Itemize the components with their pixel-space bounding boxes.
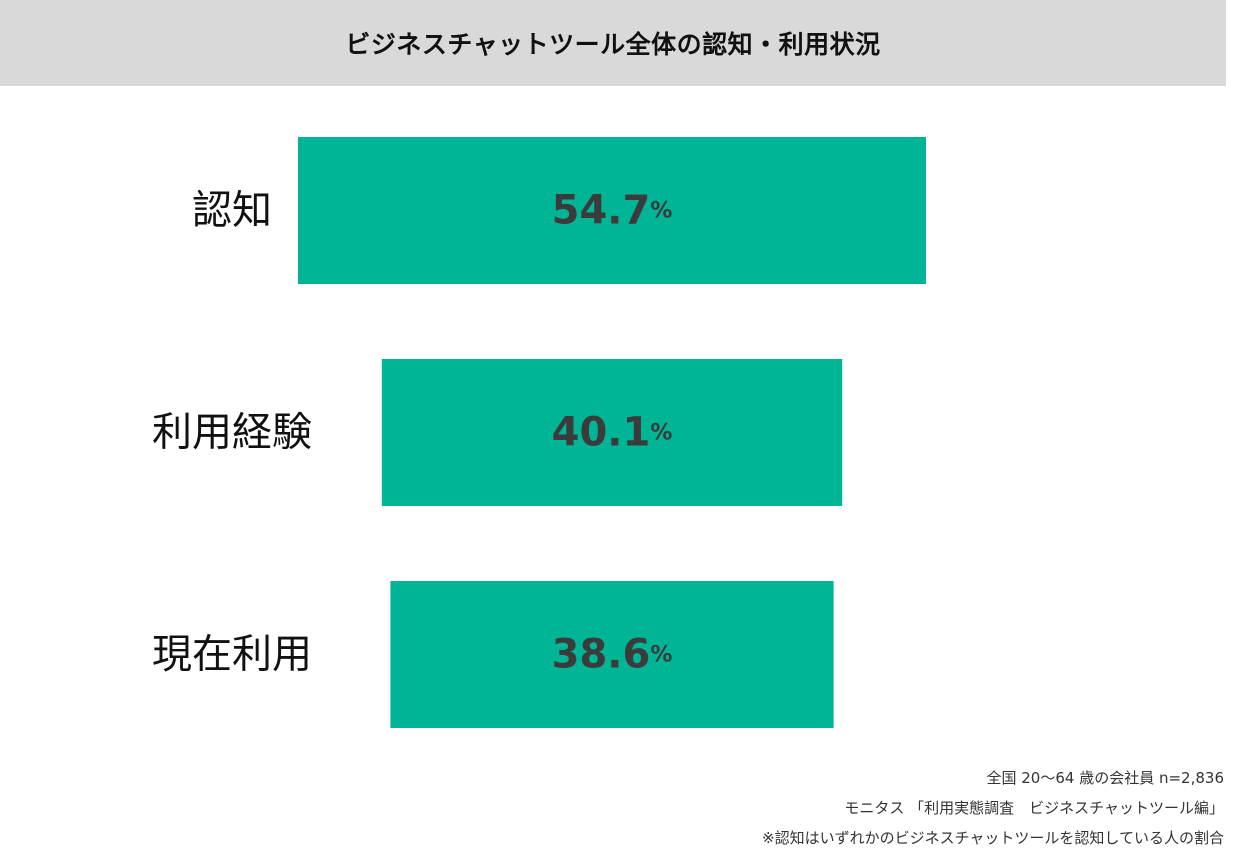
data-label-2: 40.1%	[552, 410, 673, 456]
footnotes: 全国 20～64 歳の会社員 n=2,836 モニタス 「利用実態調査 ビジネス…	[762, 763, 1224, 853]
footnote-source: モニタス 「利用実態調査 ビジネスチャットツール編」	[844, 799, 1224, 817]
data-label-3: 38.6%	[552, 632, 673, 678]
bar-1	[298, 137, 926, 284]
bar-2	[381, 359, 843, 506]
title-bar: ビジネスチャットツール全体の認知・利用状況	[0, 0, 1226, 86]
data-label-unit-2: %	[650, 420, 672, 445]
data-label-value-3: 38.6	[552, 632, 651, 678]
data-label-unit-1: %	[650, 198, 672, 223]
bar-3	[390, 581, 834, 728]
bars-layer: 認知 54.7% 利用経験 40.1% 現在利用 38.6%	[152, 137, 926, 728]
data-label-value-2: 40.1	[552, 410, 651, 456]
category-label-3: 現在利用	[152, 632, 312, 678]
footnote-definition: ※認知はいずれかのビジネスチャットツールを認知している人の割合	[762, 829, 1224, 847]
category-label-1: 認知	[192, 188, 272, 234]
data-label-value-1: 54.7	[552, 188, 651, 234]
footnote-sample: 全国 20～64 歳の会社員 n=2,836	[986, 769, 1225, 787]
category-label-2: 利用経験	[152, 410, 312, 456]
data-label-1: 54.7%	[552, 188, 673, 234]
data-label-unit-3: %	[650, 642, 672, 667]
chart-title: ビジネスチャットツール全体の認知・利用状況	[345, 30, 881, 59]
